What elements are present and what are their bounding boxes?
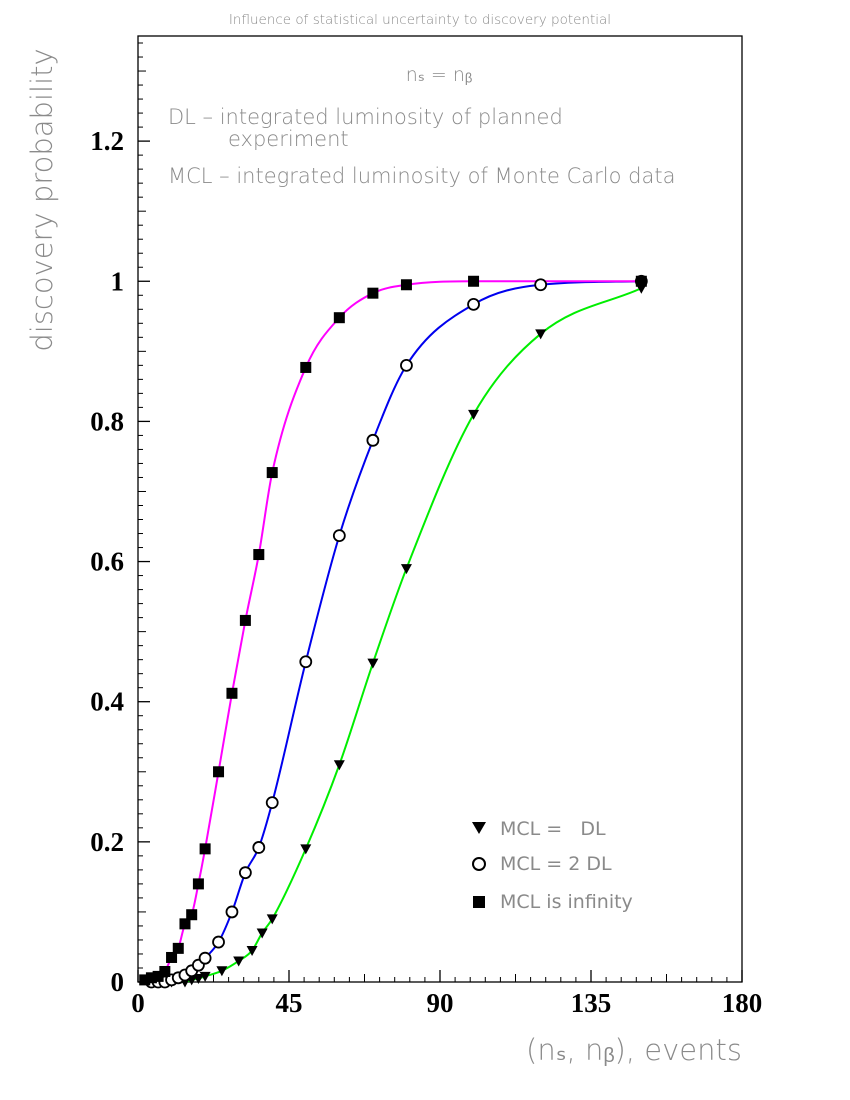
legend: MCL = DL MCL = 2 DL MCL is infinity (472, 818, 633, 913)
square-marker (239, 614, 251, 626)
legend-triangle-marker (472, 822, 486, 834)
circle-marker (332, 529, 346, 543)
square-marker (300, 361, 312, 373)
square-marker (199, 843, 211, 855)
square-marker (226, 687, 238, 699)
annotation-dl-line2: experiment (228, 127, 349, 151)
square-marker (172, 942, 184, 954)
legend-label-mcl-infinity: MCL is infinity (500, 891, 633, 913)
square-marker (468, 275, 480, 287)
square-marker (266, 467, 278, 479)
square-marker (400, 279, 412, 291)
square-marker (159, 965, 171, 977)
square-marker (192, 878, 204, 890)
series-curves (144, 280, 642, 983)
triangle-marker (535, 329, 547, 340)
square-marker (333, 312, 345, 324)
triangle-marker (246, 945, 258, 956)
triangle-marker (367, 658, 379, 669)
circle-marker (534, 278, 548, 292)
legend-label-mcl-2dl: MCL = 2 DL (500, 853, 612, 875)
y-tick-label: 0 (111, 967, 125, 997)
legend-label-mcl-dl: MCL = DL (500, 818, 606, 840)
circle-marker (265, 796, 279, 810)
circle-marker (366, 433, 380, 447)
circle-marker (252, 841, 266, 854)
triangle-marker (199, 971, 211, 982)
square-marker (179, 918, 191, 930)
circle-marker (467, 297, 480, 311)
triangle-marker (333, 760, 345, 771)
curve-mcl-infinity (144, 280, 642, 981)
triangle-marker (256, 928, 268, 939)
triangle-marker (192, 973, 204, 984)
y-tick-label: 1 (111, 266, 125, 296)
y-tick-label: 0.2 (90, 827, 124, 857)
circle-marker (198, 951, 212, 965)
x-axis-label: (nₛ, nᵦ), events (526, 1033, 742, 1067)
y-tick-label: 0.8 (90, 406, 124, 436)
circle-marker (400, 358, 413, 372)
triangle-marker (216, 966, 228, 977)
triangle-marker (400, 564, 412, 575)
chart-title: Influence of statistical uncertainty to … (229, 12, 611, 28)
x-tick-label: 0 (131, 988, 145, 1018)
triangle-marker (468, 409, 480, 420)
circle-marker (299, 655, 313, 669)
annotation-ns-eq-nb: nₛ = nᵦ (406, 64, 473, 86)
x-tick-label: 180 (722, 988, 763, 1018)
square-marker (145, 972, 157, 984)
y-tick-label: 0.6 (90, 547, 124, 577)
triangle-marker (300, 844, 312, 855)
square-marker (367, 287, 379, 299)
curve-mcl-2dl (151, 280, 642, 983)
legend-circle-marker (472, 857, 486, 871)
series-markers (139, 274, 648, 989)
square-marker (635, 275, 647, 287)
x-tick-label: 45 (276, 988, 303, 1018)
axis-ticks: 0 45 90 135 180 0 0.2 0.4 0.6 0.8 1 1.2 (90, 42, 763, 1018)
annotation-dl-line1: DL – integrated luminosity of planned (168, 105, 563, 129)
annotation-mcl-line: MCL – integrated luminosity of Monte Car… (168, 164, 675, 188)
y-tick-label: 1.2 (90, 126, 124, 156)
circle-marker (225, 905, 239, 919)
circle-marker (212, 935, 225, 949)
square-marker (186, 909, 198, 921)
square-marker (139, 974, 151, 986)
y-tick-label: 0.4 (90, 687, 124, 717)
circle-marker (238, 866, 252, 880)
square-marker (166, 951, 178, 963)
triangle-marker (266, 914, 278, 925)
x-tick-label: 135 (571, 988, 612, 1018)
square-marker (253, 549, 265, 561)
triangle-marker (233, 956, 245, 967)
square-marker (213, 766, 225, 778)
legend-square-marker (473, 896, 485, 908)
x-tick-label: 90 (427, 988, 454, 1018)
y-axis-label: discovery probability (25, 48, 59, 351)
square-marker (152, 970, 164, 982)
